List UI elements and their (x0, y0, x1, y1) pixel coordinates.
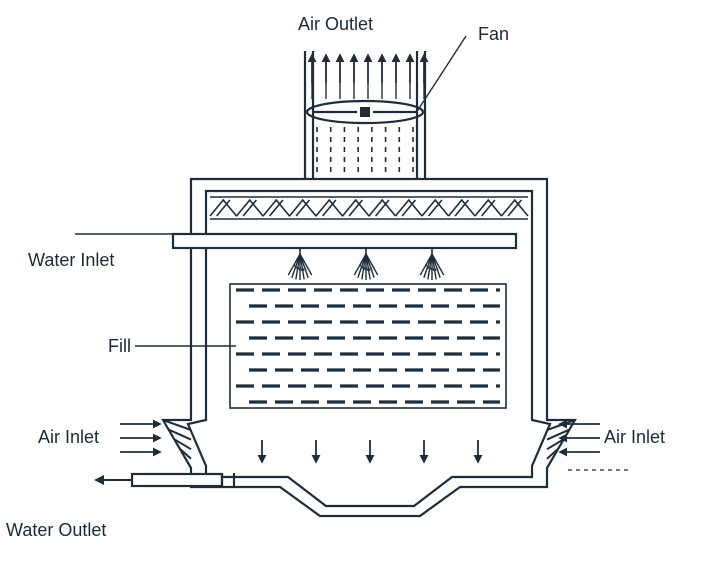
fill-label: Fill (108, 336, 131, 356)
air-outlet-label: Air Outlet (298, 14, 373, 34)
water-inlet-label: Water Inlet (28, 250, 114, 270)
air-inlet-right-label: Air Inlet (604, 427, 665, 447)
drift-eliminator (210, 200, 528, 216)
tower-outer (163, 179, 575, 516)
cooling-tower-diagram: Air Outlet Fan Water Inlet Fill Air Inle… (0, 0, 706, 581)
louver-slat (185, 458, 191, 468)
water-outlet-pipe (132, 474, 222, 486)
fan-label: Fan (478, 24, 509, 44)
fill-media (230, 284, 506, 408)
fan-hub (360, 107, 370, 117)
air-inlet-left-label: Air Inlet (38, 427, 99, 447)
water-outlet-label: Water Outlet (6, 520, 106, 540)
louver-slat (547, 458, 553, 468)
water-header (173, 234, 516, 248)
